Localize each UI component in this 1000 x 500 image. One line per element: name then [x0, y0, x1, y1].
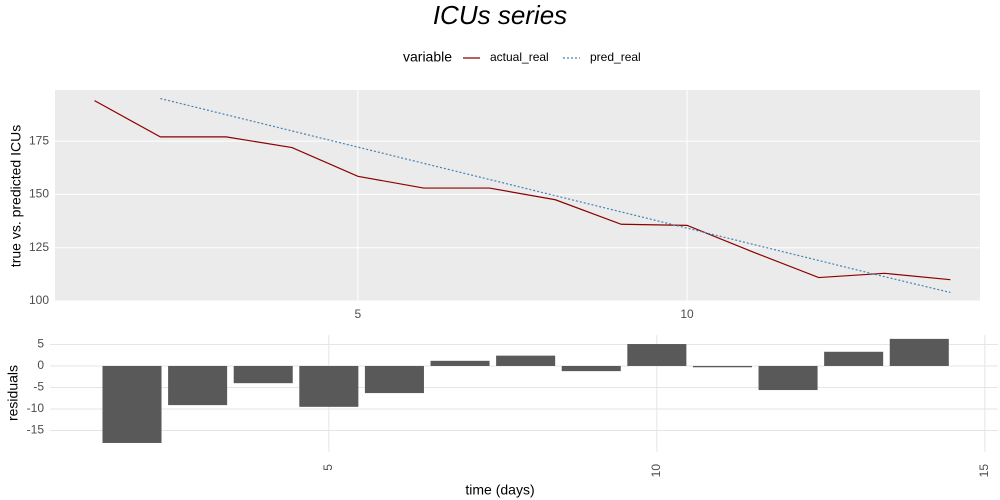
y-tick-label: -15	[27, 423, 45, 437]
x-tick-label: 5	[355, 307, 362, 321]
x-tick-label: 10	[649, 464, 663, 478]
bar	[889, 338, 949, 366]
panel	[55, 90, 980, 301]
line-series	[94, 100, 951, 281]
y-tick-label: 0	[37, 358, 44, 372]
legend-label: pred_real	[590, 50, 641, 64]
x-tick-label: 10	[680, 307, 694, 321]
x-axis-label: time (days)	[465, 482, 534, 498]
y-tick-label: -5	[33, 380, 44, 394]
legend-title: variable	[403, 49, 452, 65]
line-series	[160, 97, 951, 294]
y-axis-label: residuals	[5, 365, 21, 421]
bar	[627, 344, 687, 366]
y-tick-label: 100	[29, 293, 49, 307]
y-tick-label: 150	[29, 187, 49, 201]
bar	[824, 351, 884, 366]
bar	[299, 365, 359, 407]
bar	[233, 365, 293, 384]
bar	[102, 365, 162, 443]
bar	[758, 365, 818, 391]
bar	[692, 365, 752, 368]
y-tick-label: 125	[29, 240, 49, 254]
y-tick-label: 5	[37, 337, 44, 351]
bar	[430, 360, 490, 366]
bar	[168, 365, 228, 406]
bar	[561, 365, 621, 372]
bar	[364, 365, 424, 394]
legend-label: actual_real	[490, 50, 549, 64]
x-tick-label: 5	[321, 464, 335, 471]
chart-title: ICUs series	[433, 0, 567, 30]
bar	[496, 355, 556, 366]
x-tick-label: 15	[977, 464, 991, 478]
y-axis-label: true vs. predicted ICUs	[8, 125, 24, 267]
y-tick-label: -10	[27, 401, 45, 415]
y-tick-label: 175	[29, 133, 49, 147]
